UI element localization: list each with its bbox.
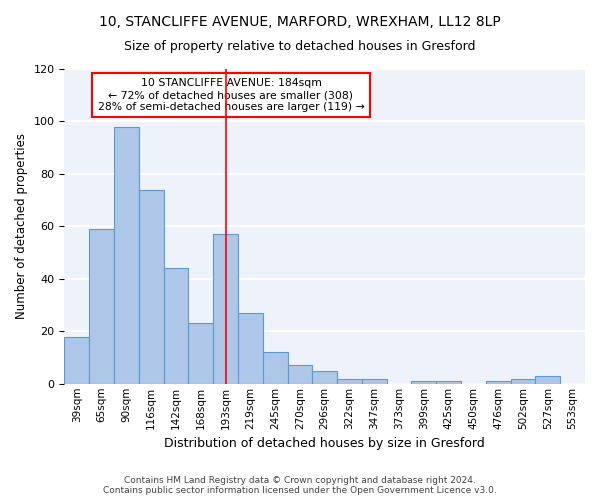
Bar [139, 190, 164, 384]
Bar [89, 229, 114, 384]
Bar [238, 313, 263, 384]
Bar [486, 381, 511, 384]
Bar [188, 324, 213, 384]
X-axis label: Distribution of detached houses by size in Gresford: Distribution of detached houses by size … [164, 437, 485, 450]
Text: 10 STANCLIFFE AVENUE: 184sqm
← 72% of detached houses are smaller (308)
28% of s: 10 STANCLIFFE AVENUE: 184sqm ← 72% of de… [98, 78, 364, 112]
Text: 10, STANCLIFFE AVENUE, MARFORD, WREXHAM, LL12 8LP: 10, STANCLIFFE AVENUE, MARFORD, WREXHAM,… [99, 15, 501, 29]
Bar [337, 378, 362, 384]
Bar [436, 381, 461, 384]
Bar [64, 336, 89, 384]
Bar [164, 268, 188, 384]
Y-axis label: Number of detached properties: Number of detached properties [15, 134, 28, 320]
Text: Contains HM Land Registry data © Crown copyright and database right 2024.
Contai: Contains HM Land Registry data © Crown c… [103, 476, 497, 495]
Bar [213, 234, 238, 384]
Bar [511, 378, 535, 384]
Bar [412, 381, 436, 384]
Text: Size of property relative to detached houses in Gresford: Size of property relative to detached ho… [124, 40, 476, 53]
Bar [535, 376, 560, 384]
Bar [313, 370, 337, 384]
Bar [287, 366, 313, 384]
Bar [263, 352, 287, 384]
Bar [362, 378, 386, 384]
Bar [114, 126, 139, 384]
